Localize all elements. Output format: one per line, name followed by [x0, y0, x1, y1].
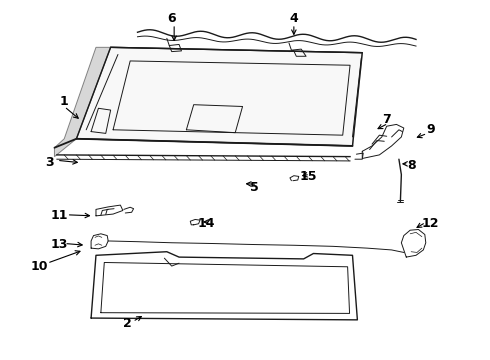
Text: 6: 6 [168, 12, 176, 25]
Text: 4: 4 [290, 12, 298, 25]
Polygon shape [54, 47, 111, 157]
Text: 7: 7 [382, 113, 391, 126]
Text: 5: 5 [250, 181, 259, 194]
Text: 9: 9 [426, 123, 435, 136]
Polygon shape [76, 47, 362, 146]
Text: 1: 1 [60, 95, 69, 108]
Text: 8: 8 [407, 159, 416, 172]
Text: 13: 13 [50, 238, 68, 251]
Text: 15: 15 [300, 170, 317, 183]
Text: 11: 11 [50, 210, 68, 222]
Text: 14: 14 [197, 216, 215, 230]
Text: 10: 10 [31, 260, 49, 273]
Text: 12: 12 [422, 216, 440, 230]
Text: 3: 3 [45, 156, 54, 168]
Text: 2: 2 [123, 317, 132, 330]
